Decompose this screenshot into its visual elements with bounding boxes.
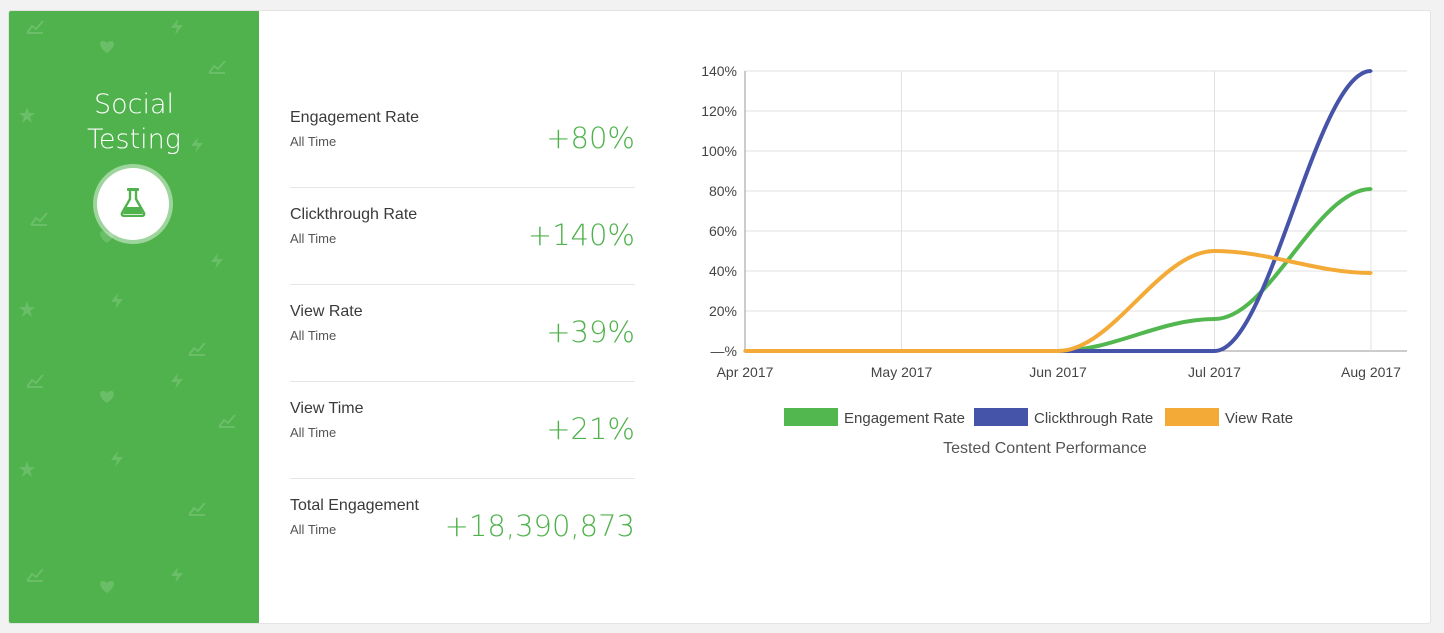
legend-swatch	[974, 408, 1028, 426]
bolt-icon	[191, 137, 203, 153]
metric-view-rate: View Rate All Time +39%	[290, 285, 635, 382]
data-point	[1369, 271, 1373, 275]
y-tick-label: 120%	[701, 103, 737, 119]
metric-name: View Rate	[290, 303, 363, 320]
bolt-icon	[171, 373, 183, 389]
bolt-icon	[171, 567, 183, 583]
metric-period: All Time	[290, 328, 337, 343]
metric-name: Clickthrough Rate	[290, 206, 418, 223]
y-tick-label: 20%	[709, 303, 737, 319]
metric-period: All Time	[290, 425, 337, 440]
star-icon	[19, 107, 35, 123]
bolt-icon	[111, 451, 123, 467]
chart-icon	[26, 374, 44, 388]
line-chart: —% 20% 40% 60% 80% 100% 120% 140% Apr 2017 May 20…	[701, 63, 1407, 457]
legend-swatch	[784, 408, 838, 426]
flask-icon	[119, 187, 147, 222]
social-pattern	[19, 19, 236, 593]
metric-period: All Time	[290, 134, 337, 149]
metrics-list: Engagement Rate All Time +80% Clickthrou…	[290, 91, 635, 576]
data-point	[1369, 187, 1373, 191]
metric-clickthrough-rate: Clickthrough Rate All Time +140%	[290, 188, 635, 285]
chart-icon	[26, 20, 44, 34]
chart-icon	[188, 502, 206, 516]
legend-label: View Rate	[1225, 410, 1293, 427]
sidebar: Social Testing	[9, 11, 259, 623]
metric-name: View Time	[290, 400, 364, 417]
sidebar-title-line1: Social	[93, 89, 175, 120]
y-tick-label: 100%	[701, 143, 737, 159]
metric-view-time: View Time All Time +21%	[290, 382, 635, 479]
y-tick-label: 40%	[709, 263, 737, 279]
bolt-icon	[211, 253, 223, 269]
bolt-icon	[111, 293, 123, 309]
data-point	[743, 349, 747, 353]
legend-label: Engagement Rate	[844, 410, 965, 427]
x-tick-label: Jul 2017	[1188, 364, 1241, 380]
social-testing-card: Social Testing Engagement Rate All Time …	[8, 10, 1431, 624]
chart-icon	[208, 60, 226, 74]
x-tick-label: Jun 2017	[1029, 364, 1087, 380]
y-tick-label: 60%	[709, 223, 737, 239]
metric-value: +21%	[546, 412, 635, 446]
data-point	[1369, 69, 1373, 73]
y-tick-label: —%	[711, 343, 737, 359]
metric-value: +18,390,873	[444, 509, 635, 543]
metric-value: +39%	[546, 315, 635, 349]
metric-value: +140%	[527, 218, 635, 252]
chart-title: Tested Content Performance	[943, 440, 1147, 457]
metric-period: All Time	[290, 522, 337, 537]
data-point	[1213, 249, 1216, 253]
data-point	[1213, 317, 1216, 321]
sidebar-title-line2: Testing	[87, 124, 181, 155]
metric-value: +80%	[546, 121, 635, 155]
metric-period: All Time	[290, 231, 337, 246]
metric-engagement-rate: Engagement Rate All Time +80%	[290, 91, 635, 188]
chart-icon	[188, 342, 206, 356]
heart-icon	[100, 580, 114, 593]
metric-name: Engagement Rate	[290, 109, 419, 126]
legend-swatch	[1165, 408, 1219, 426]
chart-icon	[30, 212, 48, 226]
legend-label: Clickthrough Rate	[1034, 410, 1153, 427]
data-point	[1056, 349, 1060, 353]
x-tick-label: Apr 2017	[717, 364, 774, 380]
heart-icon	[100, 40, 114, 53]
heart-icon	[100, 390, 114, 403]
flask-badge	[97, 168, 169, 240]
chart-icon	[218, 414, 236, 428]
star-icon	[19, 461, 35, 477]
y-tick-label: 140%	[701, 63, 737, 79]
metric-total-engagement: Total Engagement All Time +18,390,873	[290, 479, 635, 576]
x-tick-label: May 2017	[871, 364, 933, 380]
heart-icon	[100, 230, 114, 243]
y-tick-label: 80%	[709, 183, 737, 199]
performance-chart: —% 20% 40% 60% 80% 100% 120% 140% Apr 2017 May 20…	[669, 51, 1409, 471]
data-point	[1213, 349, 1216, 353]
metric-name: Total Engagement	[290, 497, 419, 514]
star-icon	[19, 301, 35, 317]
sidebar-title: Social Testing	[9, 87, 259, 157]
chart-icon	[26, 568, 44, 582]
data-point	[900, 349, 903, 353]
x-tick-label: Aug 2017	[1341, 364, 1401, 380]
bolt-icon	[171, 19, 183, 35]
